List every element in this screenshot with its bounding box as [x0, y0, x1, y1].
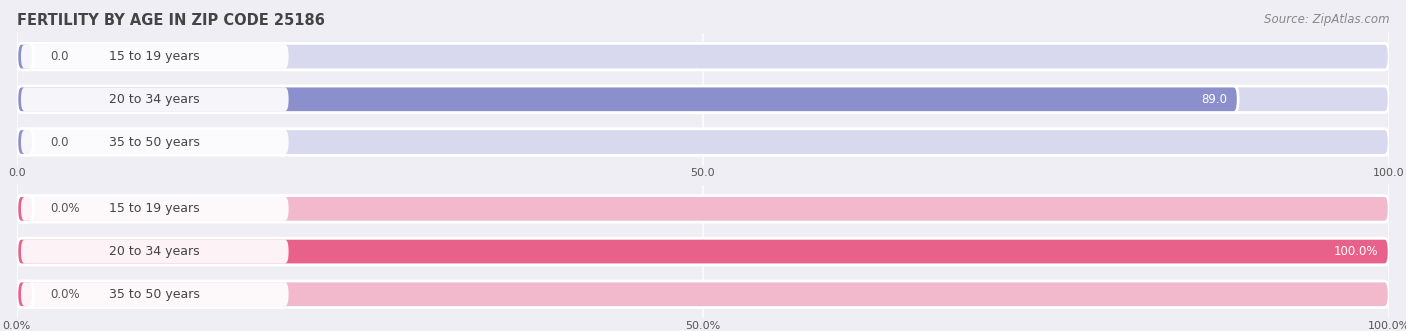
FancyBboxPatch shape	[21, 130, 288, 154]
FancyBboxPatch shape	[17, 129, 34, 155]
FancyBboxPatch shape	[17, 238, 1389, 265]
FancyBboxPatch shape	[21, 282, 288, 306]
Text: 15 to 19 years: 15 to 19 years	[110, 202, 200, 215]
FancyBboxPatch shape	[17, 238, 1389, 265]
FancyBboxPatch shape	[17, 196, 1389, 222]
Text: 35 to 50 years: 35 to 50 years	[110, 135, 200, 149]
Text: 20 to 34 years: 20 to 34 years	[110, 245, 200, 258]
Text: FERTILITY BY AGE IN ZIP CODE 25186: FERTILITY BY AGE IN ZIP CODE 25186	[17, 13, 325, 28]
Text: Source: ZipAtlas.com: Source: ZipAtlas.com	[1264, 13, 1389, 26]
FancyBboxPatch shape	[17, 86, 1389, 113]
FancyBboxPatch shape	[17, 43, 1389, 70]
FancyBboxPatch shape	[17, 281, 1389, 307]
FancyBboxPatch shape	[21, 45, 288, 69]
Text: 15 to 19 years: 15 to 19 years	[110, 50, 200, 63]
FancyBboxPatch shape	[17, 86, 1239, 113]
Text: 89.0: 89.0	[1201, 93, 1227, 106]
FancyBboxPatch shape	[17, 43, 34, 70]
FancyBboxPatch shape	[21, 197, 288, 221]
FancyBboxPatch shape	[17, 129, 1389, 155]
FancyBboxPatch shape	[21, 87, 288, 111]
Text: 20 to 34 years: 20 to 34 years	[110, 93, 200, 106]
FancyBboxPatch shape	[21, 240, 288, 263]
FancyBboxPatch shape	[17, 281, 34, 307]
Text: 0.0: 0.0	[49, 135, 69, 149]
Text: 35 to 50 years: 35 to 50 years	[110, 288, 200, 301]
Text: 0.0%: 0.0%	[49, 288, 79, 301]
FancyBboxPatch shape	[17, 196, 34, 222]
Text: 100.0%: 100.0%	[1334, 245, 1378, 258]
Text: 0.0%: 0.0%	[49, 202, 79, 215]
Text: 0.0: 0.0	[49, 50, 69, 63]
